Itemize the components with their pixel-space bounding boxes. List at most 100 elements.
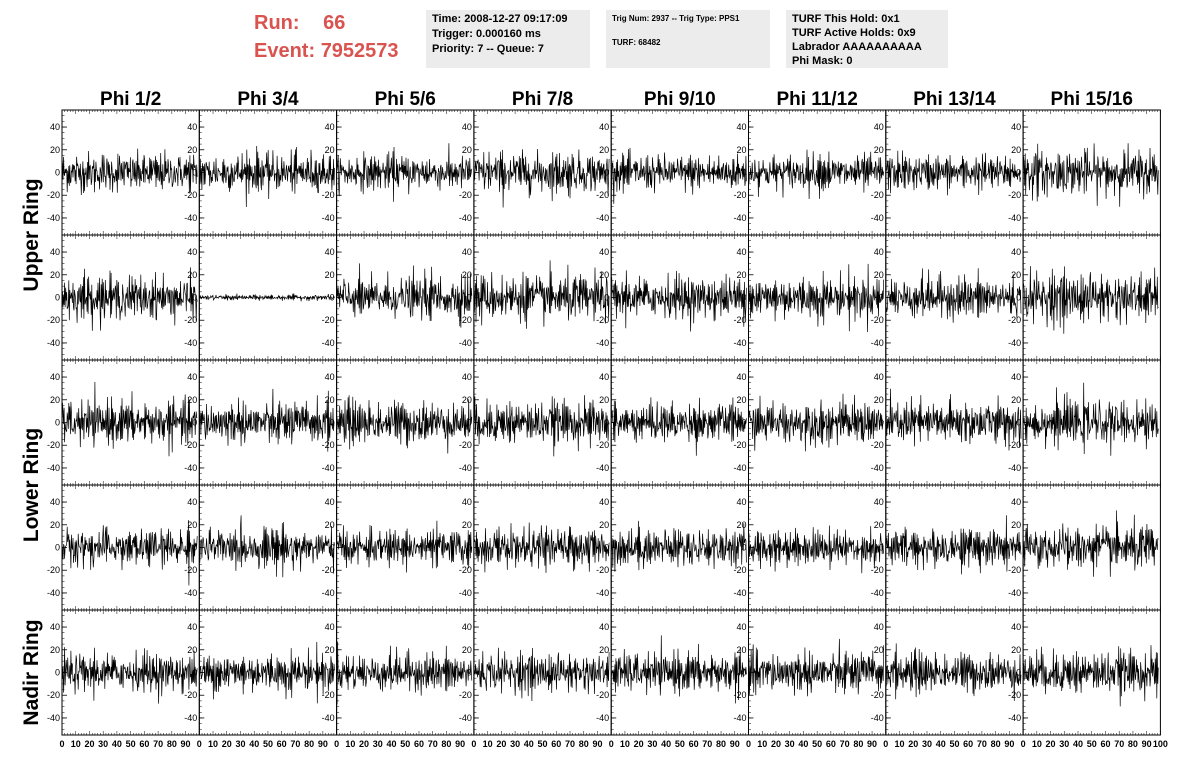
waveform-trace: [748, 263, 885, 333]
y-tick-label: 20: [325, 270, 335, 280]
y-tick-label: 20: [874, 145, 884, 155]
y-tick-label: 20: [187, 645, 197, 655]
y-tick-label: -20: [322, 440, 335, 450]
y-tick-label: -40: [47, 338, 60, 348]
x-tick-label: 90: [592, 739, 602, 749]
x-tick-label: 60: [139, 739, 149, 749]
y-tick-label: -40: [596, 338, 609, 348]
y-tick-label: 0: [604, 293, 609, 303]
y-tick-label: 0: [467, 418, 472, 428]
y-tick-label: 0: [604, 418, 609, 428]
x-tick-label: 80: [167, 739, 177, 749]
y-tick-label: -40: [459, 338, 472, 348]
column-title: Phi 9/10: [644, 89, 716, 110]
waveform-trace: [336, 520, 473, 573]
waveform-trace: [610, 397, 747, 456]
trig-info-box: Trig Num: 2937 -- Trig Type: PPS1 TURF: …: [606, 10, 770, 68]
y-tick-label: 40: [736, 247, 746, 257]
y-tick-label: 40: [187, 497, 197, 507]
y-tick-label: -40: [47, 713, 60, 723]
y-tick-label: 20: [599, 270, 609, 280]
y-tick-label: 0: [55, 668, 60, 678]
waveform-trace: [1022, 510, 1159, 577]
y-tick-label: -20: [596, 315, 609, 325]
y-tick-label: -40: [322, 463, 335, 473]
x-tick-label: 70: [153, 739, 163, 749]
y-tick-label: -20: [596, 690, 609, 700]
y-tick-label: -40: [184, 463, 197, 473]
y-tick-label: 0: [55, 168, 60, 178]
x-tick-label: 10: [208, 739, 218, 749]
y-tick-label: 20: [50, 520, 60, 530]
y-tick-label: 20: [187, 395, 197, 405]
x-tick-label: 10: [345, 739, 355, 749]
y-tick-label: -20: [733, 565, 746, 575]
y-tick-label: -20: [871, 315, 884, 325]
waveform-panel: -40 -20 0 20 40: [1008, 234, 1161, 361]
waveform-trace: [473, 260, 610, 329]
y-tick-label: 20: [462, 520, 472, 530]
y-tick-label: 0: [55, 293, 60, 303]
waveform-trace: [198, 515, 335, 578]
y-tick-label: -20: [733, 315, 746, 325]
waveform-trace: [473, 647, 610, 702]
y-tick-label: -40: [871, 588, 884, 598]
y-tick-label: 0: [741, 543, 746, 553]
y-tick-label: -40: [47, 213, 60, 223]
y-tick-label: -20: [184, 440, 197, 450]
y-tick-label: 20: [462, 145, 472, 155]
y-tick-label: 0: [467, 668, 472, 678]
waveform-panel: -40 -20 0 20 40: [459, 484, 612, 611]
waveform-panel: -40 -20 0 20 40: [1008, 484, 1161, 611]
y-tick-label: 20: [325, 520, 335, 530]
x-tick-label: 50: [400, 739, 410, 749]
y-tick-label: -40: [322, 588, 335, 598]
waveform-trace: [1022, 266, 1159, 334]
waveform-trace: [473, 395, 610, 457]
event-label: Event:: [254, 40, 316, 62]
x-tick-label: 80: [304, 739, 314, 749]
y-tick-label: 20: [50, 270, 60, 280]
y-tick-label: 40: [736, 372, 746, 382]
y-tick-label: 0: [192, 543, 197, 553]
y-tick-label: -40: [184, 338, 197, 348]
y-tick-label: 20: [599, 645, 609, 655]
y-tick-label: 0: [192, 668, 197, 678]
y-tick-label: 20: [874, 520, 884, 530]
y-tick-label: 40: [874, 372, 884, 382]
y-tick-label: -40: [322, 338, 335, 348]
y-tick-label: -40: [184, 588, 197, 598]
waveform-panel: -40 -20 0 20 40: [1008, 109, 1161, 236]
phi-mask-text: Phi Mask: 0: [792, 55, 853, 67]
y-tick-label: -40: [871, 463, 884, 473]
y-tick-label: 40: [874, 247, 884, 257]
x-tick-label: 70: [290, 739, 300, 749]
column-title: Phi 7/8: [512, 89, 573, 110]
y-tick-label: 40: [50, 497, 60, 507]
y-tick-label: 20: [50, 645, 60, 655]
y-tick-label: 0: [467, 293, 472, 303]
y-tick-label: -20: [184, 315, 197, 325]
y-tick-label: -40: [459, 713, 472, 723]
y-tick-label: 40: [325, 122, 335, 132]
y-tick-label: 40: [50, 247, 60, 257]
y-tick-label: -20: [596, 440, 609, 450]
y-tick-label: -20: [733, 440, 746, 450]
y-tick-label: 20: [1011, 395, 1021, 405]
y-tick-label: 20: [736, 270, 746, 280]
y-tick-label: 20: [187, 145, 197, 155]
column-title: Phi 11/12: [776, 89, 857, 110]
waveform-panel: -40 -20 0 20 40: [1008, 359, 1161, 486]
y-tick-label: 40: [462, 247, 472, 257]
waveform-panel: -40 -20 0 20 40: [733, 484, 887, 611]
x-tick-label: 20: [359, 739, 369, 749]
turf-info-box: TURF This Hold: 0x1 TURF Active Holds: 0…: [786, 10, 948, 68]
y-tick-label: 40: [325, 247, 335, 257]
x-tick-label: 50: [263, 739, 273, 749]
waveform-trace: [473, 522, 610, 573]
waveform-panel: -40 -20 0 20 40: [459, 359, 612, 486]
y-tick-label: 40: [462, 497, 472, 507]
y-tick-label: 40: [599, 497, 609, 507]
